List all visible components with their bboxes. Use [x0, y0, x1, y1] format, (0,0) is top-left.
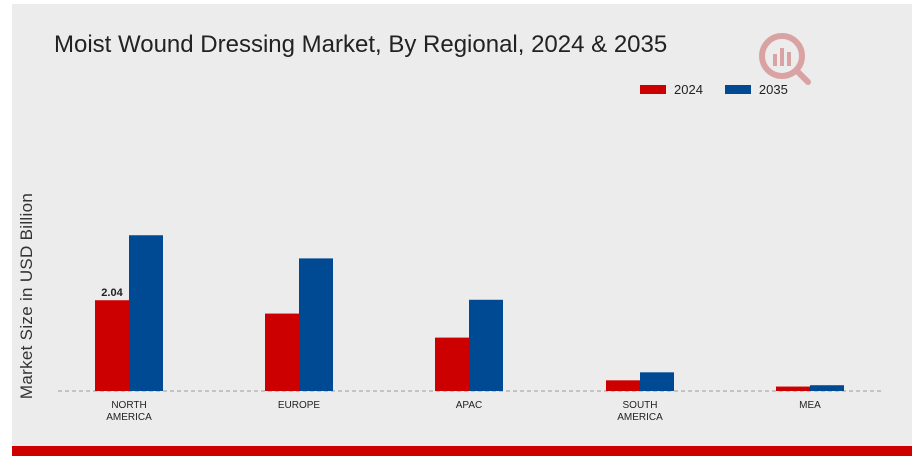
- x-tick-label: NORTH AMERICA: [106, 400, 152, 423]
- market-research-logo-icon: [759, 33, 811, 85]
- legend-item-2024: 2024: [640, 82, 703, 97]
- data-label: 2.04: [101, 287, 123, 299]
- bar-2024-apac: [435, 337, 469, 391]
- legend-label-2035: 2035: [758, 82, 788, 97]
- bar-2024-europe: [265, 313, 299, 391]
- chart-title: Moist Wound Dressing Market, By Regional…: [54, 31, 668, 58]
- bar-2024-mea: [776, 386, 810, 391]
- legend-item-2035: 2035: [724, 82, 788, 97]
- footer-accent-bar: [12, 446, 912, 456]
- x-tick-label: MEA: [799, 400, 821, 411]
- x-tick-label: EUROPE: [278, 400, 321, 411]
- x-tick-label: APAC: [456, 400, 483, 411]
- legend-swatch-2035: [724, 85, 751, 94]
- bar-2035-north-america: [129, 235, 163, 391]
- bar-2035-south-america: [640, 372, 674, 391]
- bar-2024-south-america: [606, 380, 640, 391]
- bar-2024-north-america: [95, 300, 129, 391]
- chart-legend: 2024 2035: [640, 82, 810, 97]
- bar-2035-europe: [299, 258, 333, 391]
- x-tick-label: SOUTH AMERICA: [617, 400, 663, 423]
- legend-label-2024: 2024: [674, 82, 703, 97]
- bar-2035-apac: [469, 299, 503, 391]
- legend-swatch-2024: [640, 85, 666, 94]
- bar-2035-mea: [810, 385, 844, 391]
